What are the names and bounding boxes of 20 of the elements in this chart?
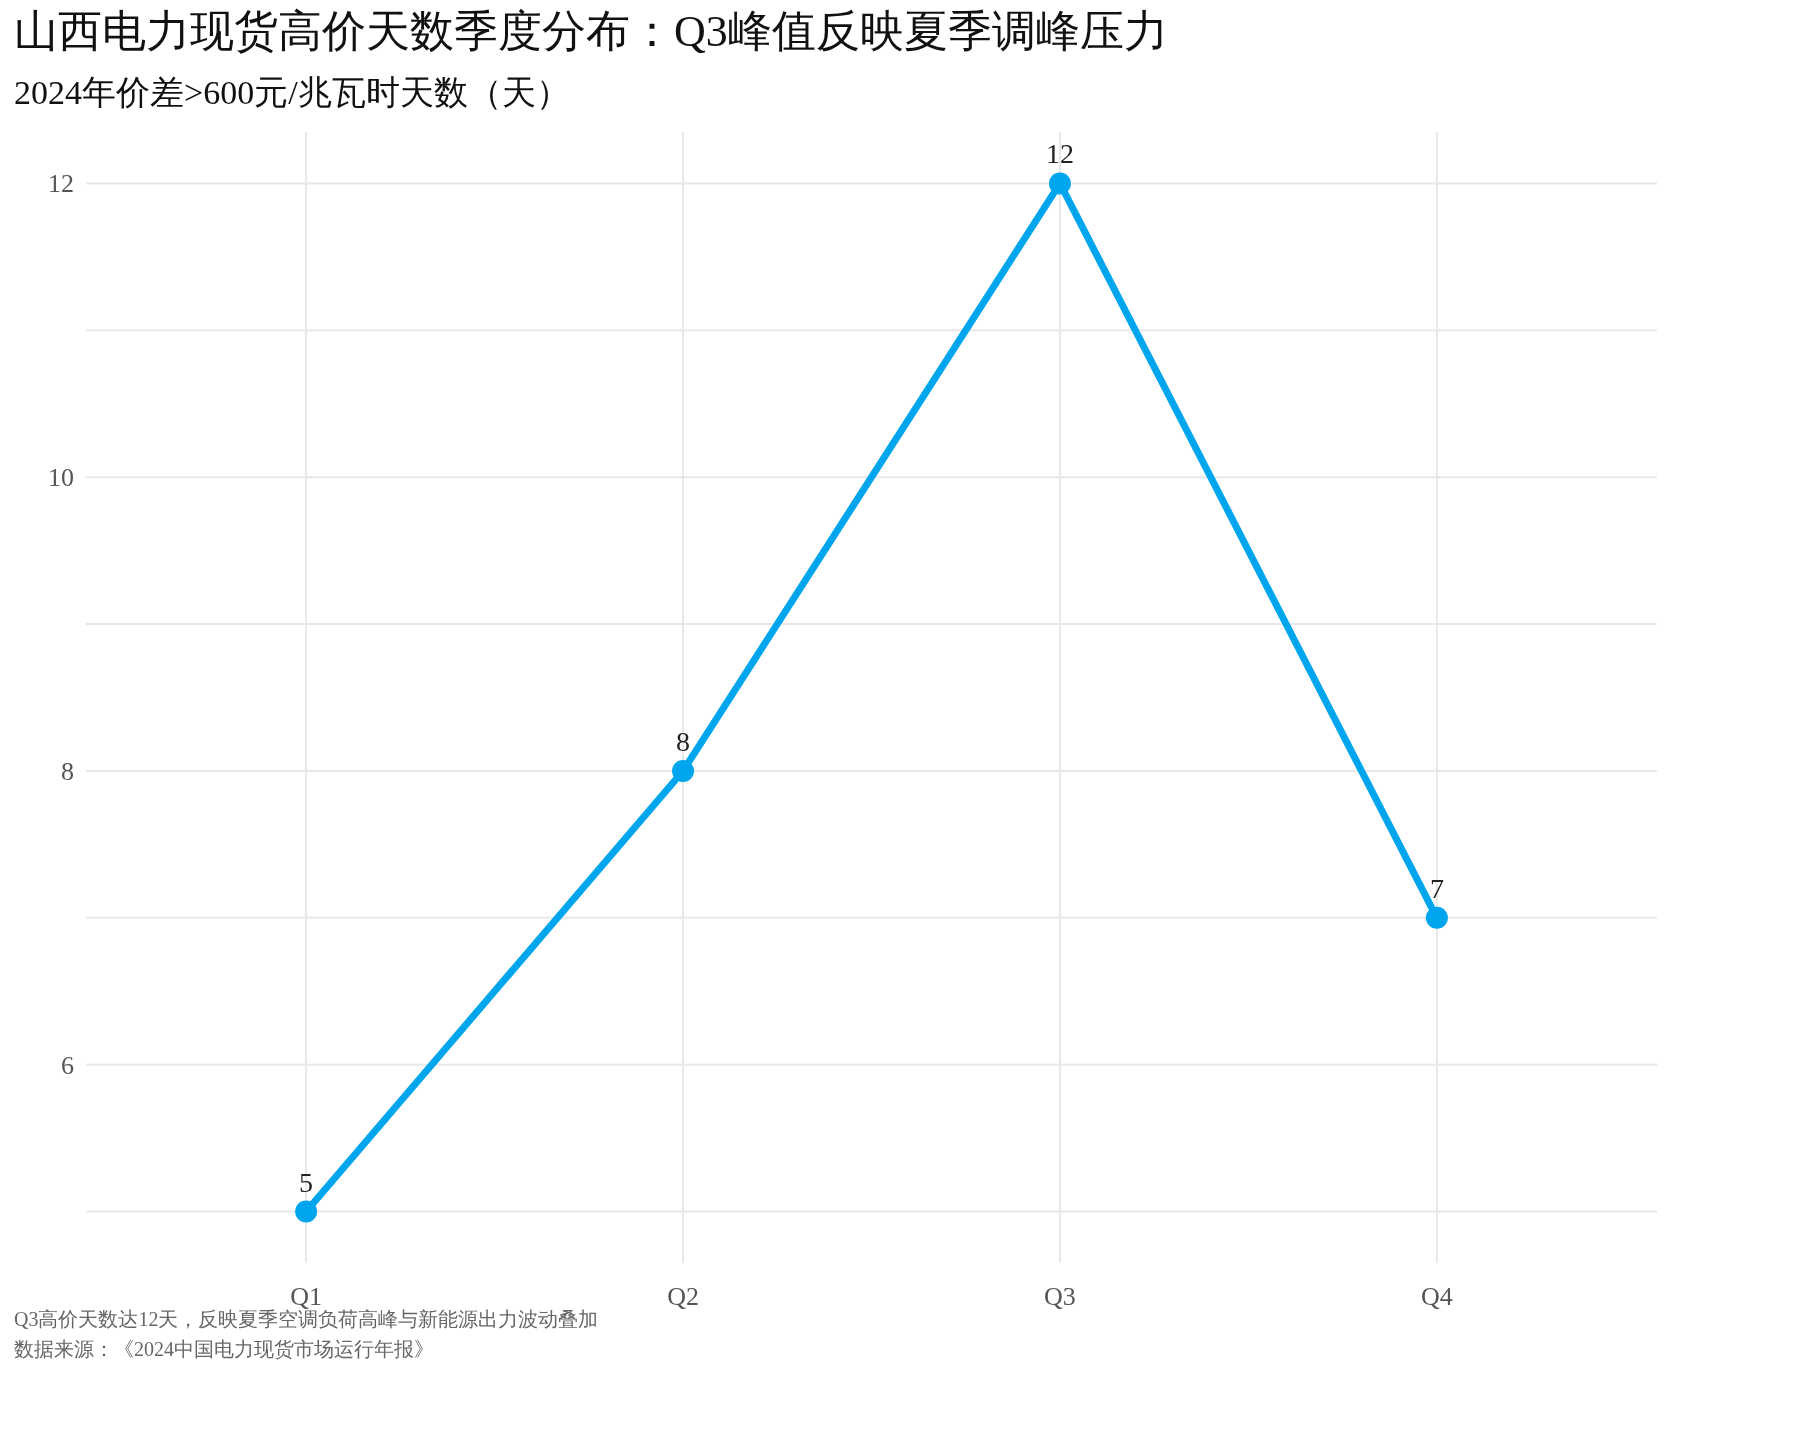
point [1425, 906, 1448, 929]
point [295, 1200, 318, 1223]
y-tick-label: 10 [48, 463, 74, 493]
x-tick-label: Q2 [667, 1282, 699, 1311]
data-label: 7 [1429, 872, 1444, 904]
y-tick-label: 12 [48, 169, 74, 199]
chart-subtitle: 2024年价差>600元/兆瓦时天数（天） [14, 74, 570, 111]
source-note: 数据来源：《2024中国电力现货市场运行年报》 [14, 1338, 434, 1360]
y-tick-label: 8 [61, 756, 74, 786]
text: Q3高价天数达12天，反映夏季空调负荷高峰与新能源出力波动叠加 [14, 1308, 599, 1330]
data-label: 5 [299, 1166, 314, 1198]
point [672, 759, 695, 782]
x-tick-label: Q4 [1420, 1282, 1453, 1311]
data-label: 12 [1045, 138, 1074, 170]
point [1048, 172, 1071, 195]
data-label: 8 [676, 725, 691, 757]
x-tick-label: Q1 [290, 1282, 323, 1311]
y-tick-label: 6 [61, 1050, 74, 1080]
chart-title: 山西电力现货高价天数季度分布：Q3峰值反映夏季调峰压力 [14, 7, 1168, 56]
x-tick-label: Q3 [1044, 1282, 1076, 1311]
